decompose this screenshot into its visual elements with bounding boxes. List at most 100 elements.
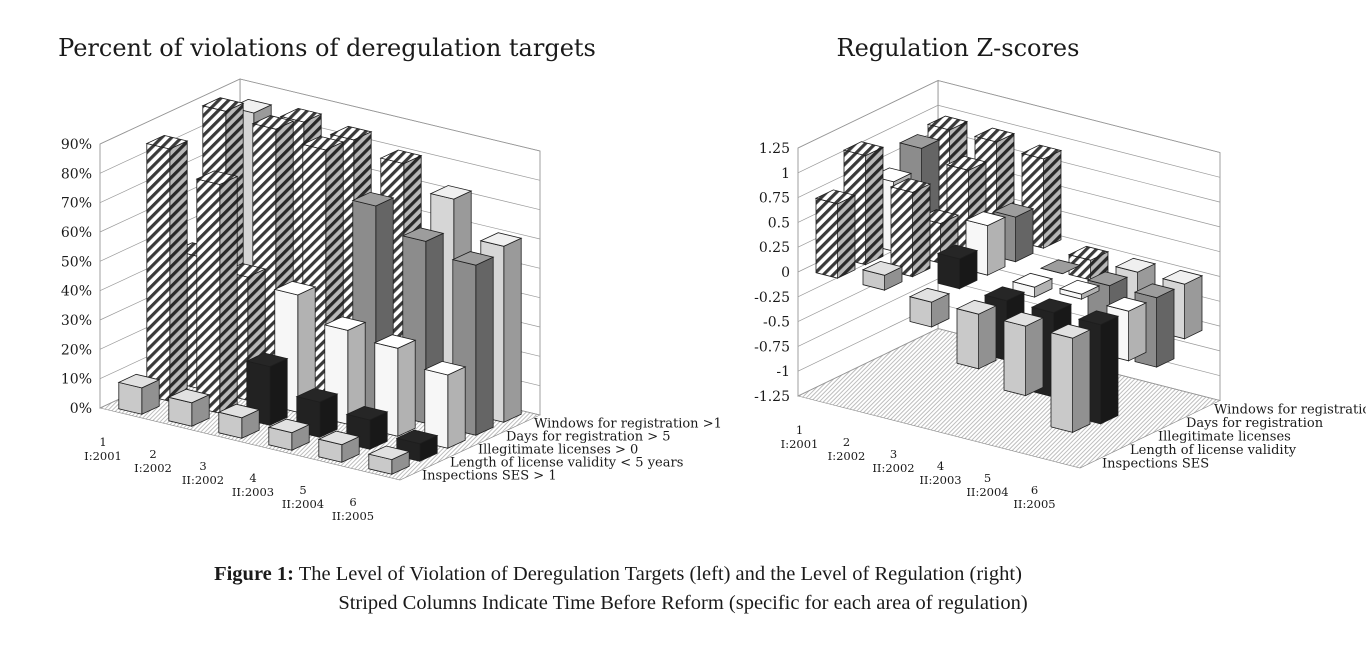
bar-top [1058,279,1101,295]
bar-front [1003,320,1027,397]
bar-top [1049,323,1092,339]
y-tick-label: -0.25 [754,290,790,306]
bar-top [964,211,1007,227]
bar-top [167,388,211,404]
bar-top [1030,298,1073,314]
bar [267,418,311,451]
bar-top [955,299,998,315]
x-category-period: II:2002 [182,473,224,487]
series-label: Illegitimate licenses > 0 [478,443,638,458]
y-tick-label: 40% [61,284,92,300]
x-category-period: I:2002 [134,461,172,475]
bar-top [926,115,969,131]
x-category-number: 4 [249,471,256,485]
bar-side-shade [837,195,855,279]
bar-side [503,237,522,423]
bar-side [475,256,494,436]
series-label: Length of license validity < 5 years [450,456,683,471]
chart-title: Regulation Z-scores [837,34,1080,62]
x-category-period: I:2001 [84,449,122,463]
bar [955,299,998,370]
y-tick-label: 20% [61,342,92,358]
y-tick-label: 1.25 [759,141,790,157]
x-category-label: 5 II:2004 [282,483,324,511]
x-category-number: 2 [149,447,156,461]
x-category-label: 3 II:2002 [182,459,224,487]
bar-side [987,216,1006,276]
bar-top [345,405,389,421]
x-category-label: 3 II:2002 [872,447,914,475]
bar-top [279,107,323,123]
bar-top [992,202,1035,218]
bar-top [329,125,373,141]
x-category-label: 1 I:2001 [781,423,819,451]
x-category-label: 1 I:2001 [84,435,122,463]
x-category-number: 6 [349,495,356,509]
x-category-label: 2 I:2002 [828,435,866,463]
bar-side [397,339,416,437]
bar [1049,323,1092,434]
y-tick-label: 0.25 [759,240,790,256]
violations-chart: 0%10%20%30%40%50%60%70%80%90%1 I:2001 2 I:2… [58,34,722,523]
bar-top [317,430,361,446]
x-category-number: 5 [984,471,991,485]
bar-front [815,197,839,279]
x-category-period: II:2003 [232,485,274,499]
bar-side [978,305,997,370]
y-tick-label: -0.5 [763,315,790,331]
bar-top [908,287,951,303]
y-tick-label: 0.5 [768,215,790,231]
x-category-period: II:2004 [282,497,324,511]
bar-top [145,134,189,150]
bar-front [196,178,221,414]
bar-top [351,191,395,207]
bar-top [1086,271,1129,287]
bar-side-shade [865,147,883,265]
y-tick-label: 80% [61,166,92,182]
x-category-number: 1 [99,435,106,449]
bar-top [1161,269,1204,285]
y-tick-label: 30% [61,313,92,329]
bar-top [423,360,467,376]
bar-front [937,252,961,290]
bar-top [295,388,339,403]
bar-top [945,155,988,171]
y-tick-label: -1 [776,364,790,380]
bar-top [301,135,345,151]
bar-top [1105,296,1148,312]
bar-top [201,97,245,112]
bar [145,134,189,402]
bar-front [956,308,980,370]
bar-side-shade [912,184,930,277]
bar-top [1114,257,1157,273]
x-category-period: II:2003 [919,473,961,487]
series-label: Days for registration [1186,416,1324,431]
x-category-period: I:2002 [828,449,866,463]
bar-top [479,232,523,247]
x-category-label: 6 II:2005 [332,495,374,523]
figure-caption: Figure 1: The Level of Violation of Dere… [0,560,1366,618]
series-label: Days for registration > 5 [506,430,671,445]
x-category-number: 2 [843,435,850,449]
bar [273,280,317,413]
bar-top [1039,259,1082,275]
series-label: Inspections SES > 1 [422,469,557,484]
caption-text-1: The Level of Violation of Deregulation T… [298,563,1022,585]
bar-side [1015,208,1034,263]
y-tick-label: -1.25 [754,389,790,405]
y-tick-label: 90% [61,137,92,153]
bar-side [269,357,288,426]
bar [317,430,361,463]
bar-top [1011,272,1054,288]
series-label: Illegitimate licenses [1158,429,1291,444]
bar-top [936,244,979,260]
x-category-label: 4 II:2003 [232,471,274,499]
caption-lead: Figure 1: [214,563,294,585]
bar [936,244,979,290]
bar [217,403,261,439]
bar [1039,259,1082,275]
series-label: Windows for registration [1214,402,1366,417]
bar-side [1184,275,1203,340]
bar [367,445,411,475]
